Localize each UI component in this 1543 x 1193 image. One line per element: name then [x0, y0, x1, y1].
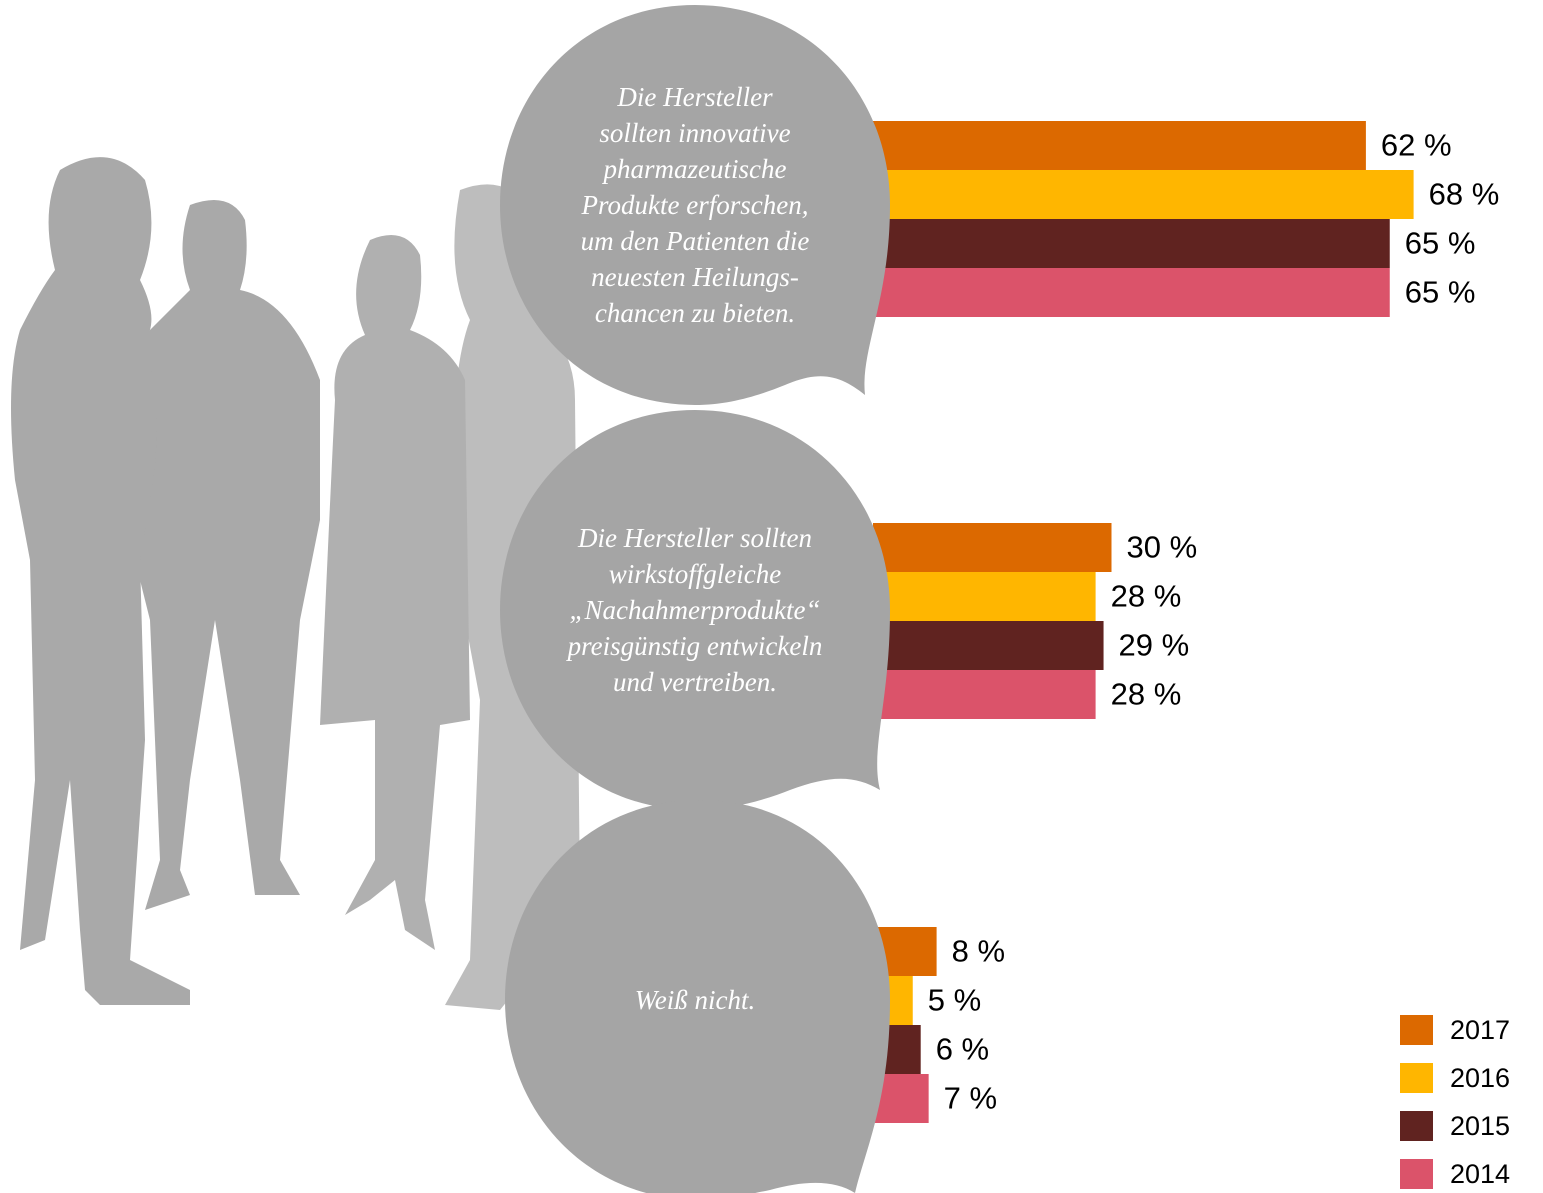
silhouettes — [11, 157, 580, 1010]
category-label: Die Hersteller sollten innovative pharmaze… — [581, 82, 810, 328]
value-label: 29 % — [1119, 628, 1190, 663]
legend-label: 2017 — [1450, 1015, 1510, 1045]
legend-swatch — [1400, 1015, 1433, 1045]
value-label: 65 % — [1405, 275, 1476, 310]
bar — [873, 621, 1104, 670]
legend: 2017 2016 2015 2014 — [1400, 1015, 1510, 1189]
bar — [873, 572, 1096, 621]
value-label: 28 % — [1111, 579, 1182, 614]
bar — [873, 121, 1366, 170]
speech-bubbles — [500, 5, 890, 1193]
bar — [873, 523, 1112, 572]
legend-label: 2016 — [1450, 1063, 1510, 1093]
value-label: 8 % — [952, 934, 1005, 969]
bar — [873, 670, 1096, 719]
category-labels: Die Hersteller sollten innovative pharmaze… — [566, 82, 823, 1015]
legend-swatch — [1400, 1063, 1433, 1093]
value-label: 5 % — [928, 983, 981, 1018]
bar — [873, 170, 1414, 219]
value-label: 28 % — [1111, 677, 1182, 712]
value-label: 6 % — [936, 1032, 989, 1067]
value-label: 65 % — [1405, 226, 1476, 261]
value-label: 62 % — [1381, 128, 1452, 163]
legend-swatch — [1400, 1159, 1433, 1189]
value-label: 7 % — [944, 1081, 997, 1116]
legend-swatch — [1400, 1111, 1433, 1141]
category-label: Die Hersteller sollten wirkstoffgleiche „N… — [566, 523, 823, 697]
legend-label: 2014 — [1450, 1159, 1510, 1189]
bars: 62 % 68 % 65 % 65 % 30 % 28 % 29 % 28 % 8 % 5 % 6 … — [873, 121, 1499, 1123]
bar — [873, 219, 1390, 268]
bar — [873, 268, 1390, 317]
value-label: 30 % — [1127, 530, 1198, 565]
category-label: Weiß nicht. — [635, 985, 756, 1015]
legend-label: 2015 — [1450, 1111, 1510, 1141]
value-label: 68 % — [1429, 177, 1500, 212]
